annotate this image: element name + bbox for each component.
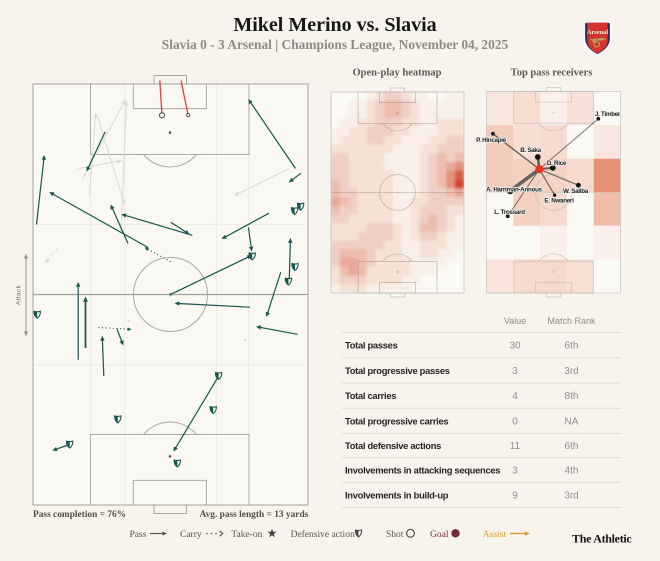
svg-text:3: 3 [512,466,518,477]
svg-text:Shot: Shot [386,530,404,540]
svg-text:Slavia 0 - 3 Arsenal | Champio: Slavia 0 - 3 Arsenal | Champions League,… [162,37,509,52]
svg-text:3rd: 3rd [564,366,578,377]
svg-text:Take-on: Take-on [231,530,262,540]
svg-text:NA: NA [565,416,579,427]
svg-text:L. Trossard: L. Trossard [494,209,525,216]
svg-text:Attack: Attack [16,284,23,305]
svg-text:Total passes: Total passes [345,340,398,351]
svg-text:Value: Value [504,316,526,326]
svg-text:Total carries: Total carries [345,390,396,401]
svg-text:Pass completion = 76%: Pass completion = 76% [33,510,126,520]
svg-text:Defensive action: Defensive action [291,529,355,540]
svg-text:Open-play heatmap: Open-play heatmap [353,68,442,79]
svg-text:Total progressive carries: Total progressive carries [345,415,448,426]
svg-text:Pass: Pass [130,530,147,540]
svg-text:9: 9 [512,490,518,501]
svg-text:Involvements in build-up: Involvements in build-up [345,489,449,500]
svg-text:Arsenal: Arsenal [587,29,609,36]
svg-text:Match Rank: Match Rank [547,316,596,326]
svg-text:A. Harriman-Annous: A. Harriman-Annous [486,187,542,194]
svg-text:P. Hincapié: P. Hincapié [476,137,507,144]
svg-text:B. Saka: B. Saka [520,147,541,154]
svg-text:11: 11 [510,441,521,452]
svg-text:The Athletic: The Athletic [572,532,632,546]
svg-text:J. Timber: J. Timber [595,111,621,118]
svg-text:Total defensive actions: Total defensive actions [345,440,441,451]
svg-text:3: 3 [512,366,518,377]
svg-text:Mikel Merino vs. Slavia: Mikel Merino vs. Slavia [233,14,436,36]
svg-text:Involvements in attacking sequ: Involvements in attacking sequences [345,465,500,476]
svg-text:4: 4 [512,391,518,402]
svg-text:0: 0 [512,416,518,427]
svg-text:Assist: Assist [483,530,507,540]
svg-text:D. Rice: D. Rice [547,160,567,167]
svg-text:6th: 6th [565,341,579,352]
svg-text:4th: 4th [565,466,579,477]
svg-text:30: 30 [509,341,521,352]
svg-text:W. Saliba: W. Saliba [563,188,589,195]
svg-text:E. Nwaneri: E. Nwaneri [544,197,574,204]
svg-text:6th: 6th [565,441,579,452]
svg-text:8th: 8th [565,391,579,402]
svg-text:Top pass receivers: Top pass receivers [511,68,593,79]
svg-text:Avg. pass length = 13 yards: Avg. pass length = 13 yards [200,510,309,520]
svg-text:Carry: Carry [180,530,202,540]
svg-text:Total progressive passes: Total progressive passes [345,365,450,376]
svg-text:Goal: Goal [430,530,449,540]
svg-text:3rd: 3rd [564,490,578,501]
